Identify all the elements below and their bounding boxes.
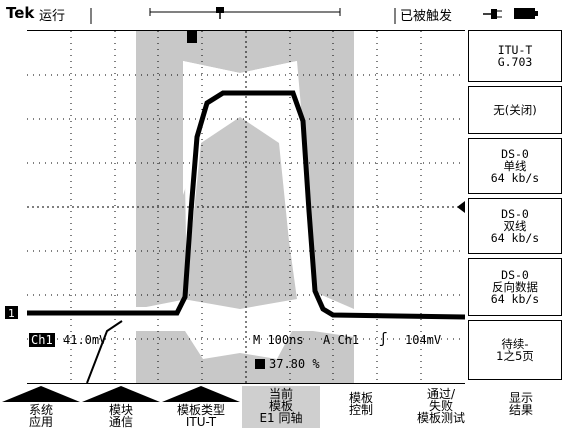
waveform-display: Ch1 41.0mV M 100ns A Ch1 ʃ 104mV 37.80 % (27, 30, 466, 384)
button-label: 模块 (108, 403, 133, 417)
item-label: DS-0 (501, 147, 529, 161)
menu-arrow-icon (162, 386, 240, 402)
item-label: 双线 (503, 219, 527, 233)
bottom-button-pass-fail[interactable]: 通过/失败 模板测试 (402, 386, 480, 428)
side-menu-item-ds0-single[interactable]: DS-0 单线 64 kb/s (468, 138, 562, 194)
button-label: ITU-T (185, 415, 217, 429)
status-bar: Tek 运行 已被触发 (0, 0, 564, 28)
button-label: 当前 (268, 387, 293, 401)
mask-center (183, 117, 297, 309)
item-label: DS-0 (501, 268, 529, 282)
button-label: 显示 (508, 391, 533, 405)
bottom-button-current-template[interactable]: 当前 模板 E1 同轴 (242, 386, 320, 428)
power-plug-icon (483, 9, 502, 19)
item-label: 单线 (503, 159, 527, 173)
channel-label: Ch1 (29, 333, 55, 347)
brand-logo: Tek (6, 4, 35, 22)
standard-code: G.703 (497, 55, 533, 69)
item-label: 无(关闭) (493, 103, 537, 117)
battery-icon (514, 8, 538, 19)
bottom-button-show-results[interactable]: 显示 结果 (482, 386, 560, 428)
side-menu-item-ds0-reverse[interactable]: DS-0 反向数据 64 kb/s (468, 258, 562, 316)
button-label: 通过/ (426, 387, 456, 401)
trigger-slope-icon: ʃ (379, 331, 388, 347)
menu-arrow-icon (82, 386, 160, 402)
position-icon (255, 359, 265, 369)
record-bar (90, 8, 396, 24)
item-label: 64 kb/s (490, 171, 540, 185)
trigger-source: A Ch1 (323, 333, 360, 347)
bottom-menu: 系统 应用 模块 通信 模板类型 ITU-T 当前 模板 E1 同轴 模板 控制 通过/失败… (0, 386, 564, 428)
trigger-level-marker (457, 201, 465, 213)
button-label: 控制 (348, 403, 373, 417)
trigger-time-marker (187, 31, 197, 43)
bottom-button-module[interactable]: 模块 通信 (82, 386, 160, 428)
bottom-button-template-control[interactable]: 模板 控制 (322, 386, 400, 428)
button-label: 模板 (268, 399, 293, 413)
button-label: 应用 (28, 415, 53, 429)
bottom-button-system-app[interactable]: 系统 应用 (2, 386, 80, 428)
button-label: 结果 (508, 403, 533, 417)
ch1-scale: 41.0mV (63, 333, 107, 347)
ch1-trace (27, 90, 466, 320)
item-label: 反向数据 (492, 280, 538, 294)
bottom-button-template-type[interactable]: 模板类型 ITU-T (162, 386, 240, 428)
trigger-position-icon (216, 7, 224, 19)
standard-name: ITU-T (497, 43, 533, 57)
side-menu-item-more[interactable]: 待续- 1之5页 (468, 320, 562, 380)
button-label: 通信 (108, 415, 133, 429)
waveform-graticule (27, 31, 466, 384)
button-label: 失败 (428, 399, 453, 413)
side-menu-item-ds0-double[interactable]: DS-0 双线 64 kb/s (468, 198, 562, 254)
ch1-ground-marker: 1 (5, 306, 18, 320)
timebase-readout: M 100ns (253, 333, 304, 347)
menu-arrow-icon (2, 386, 80, 402)
run-state: 运行 (39, 9, 66, 24)
side-menu: ITU-T G.703 无(关闭) DS-0 单线 64 kb/s DS-0 双… (468, 28, 564, 382)
trigger-state: 已被触发 (400, 9, 453, 24)
button-label: E1 同轴 (259, 411, 303, 425)
standard-header: ITU-T G.703 (468, 30, 562, 82)
item-label: DS-0 (501, 207, 529, 221)
item-label: 待续- (501, 337, 529, 351)
item-label: 64 kb/s (490, 231, 540, 245)
side-menu-item-off[interactable]: 无(关闭) (468, 86, 562, 134)
button-label: 模板 (348, 391, 373, 405)
item-label: 64 kb/s (490, 292, 540, 306)
ch1-trace-tail (86, 320, 123, 384)
horizontal-percent: 37.80 % (269, 357, 320, 371)
trigger-level-readout: 104mV (405, 333, 442, 347)
button-label: 模板测试 (416, 411, 465, 425)
button-label: 模板类型 (176, 403, 225, 417)
item-label: 1之5页 (496, 349, 534, 363)
svg-text:1: 1 (8, 307, 15, 320)
button-label: 系统 (28, 403, 53, 417)
